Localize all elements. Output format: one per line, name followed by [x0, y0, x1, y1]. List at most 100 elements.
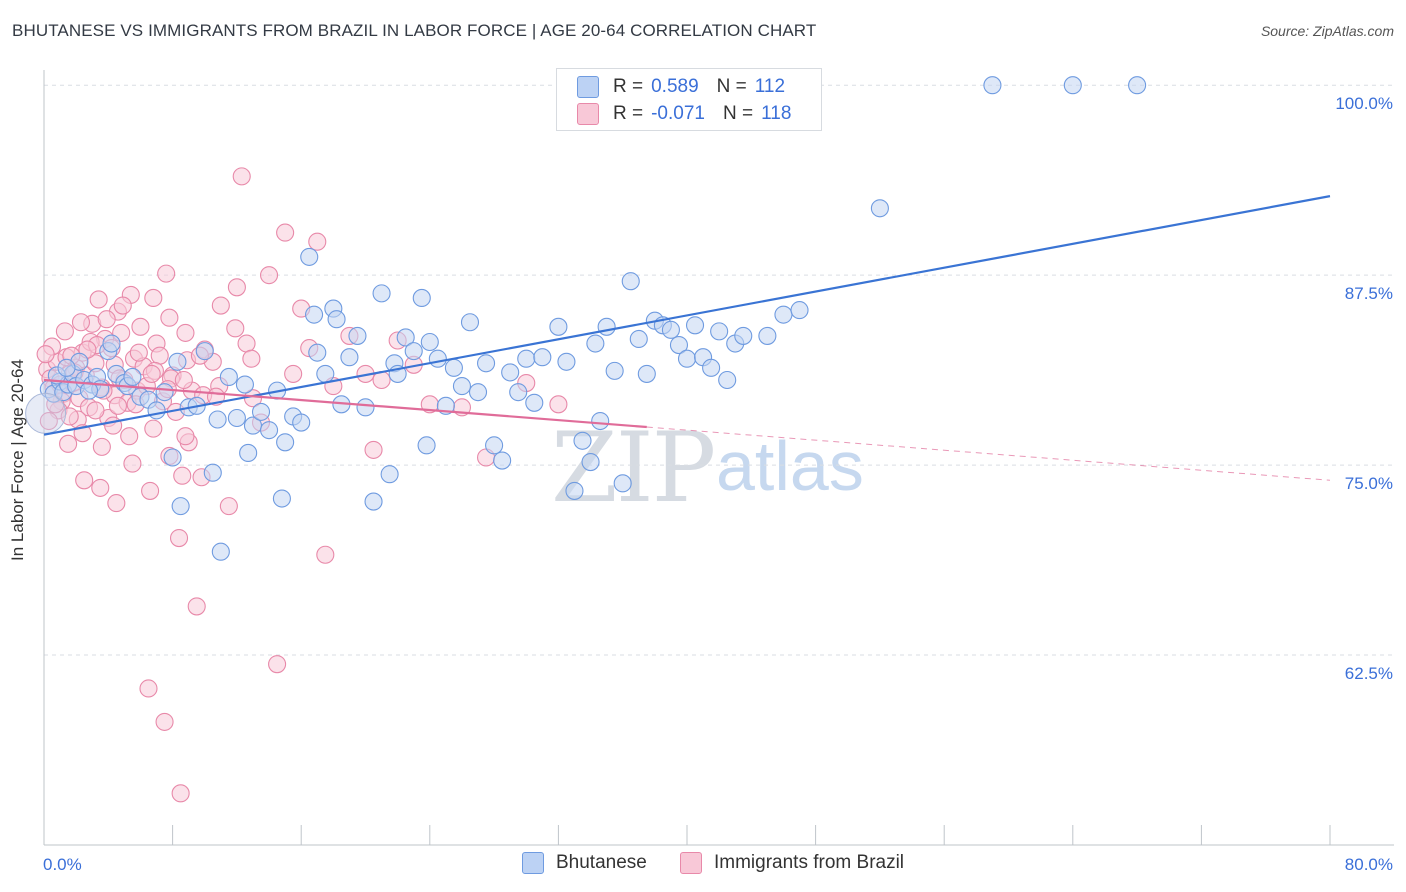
- bottom-swatch-bhutanese: [522, 852, 544, 874]
- x-tick-label: 0.0%: [43, 855, 82, 874]
- data-point: [251, 402, 271, 421]
- data-point: [428, 349, 447, 368]
- data-point: [150, 346, 169, 365]
- data-point: [232, 167, 251, 186]
- data-point: [685, 316, 705, 335]
- data-point: [239, 443, 258, 462]
- data-point: [404, 342, 423, 361]
- data-point: [565, 481, 584, 500]
- data-point: [120, 427, 139, 446]
- data-point: [211, 542, 230, 561]
- data-point: [417, 436, 436, 455]
- data-point: [173, 466, 192, 485]
- data-point: [460, 313, 480, 332]
- data-point: [420, 332, 439, 352]
- data-point: [176, 427, 195, 446]
- data-point: [160, 308, 179, 327]
- bottom-legend-brazil: Immigrants from Brazil: [680, 852, 904, 874]
- bottom-swatch-brazil: [680, 852, 702, 874]
- data-point: [710, 322, 729, 341]
- data-point: [141, 481, 160, 500]
- legend-swatch-bhutanese: [577, 76, 599, 98]
- data-point: [259, 421, 279, 440]
- data-point: [227, 278, 246, 297]
- data-point: [71, 313, 91, 332]
- data-point: [123, 367, 142, 387]
- y-axis-label: In Labor Force | Age 20-64: [8, 359, 27, 561]
- data-point: [444, 358, 463, 377]
- data-point: [661, 320, 680, 339]
- data-point: [1128, 76, 1147, 95]
- data-point: [174, 370, 193, 390]
- data-point: [517, 349, 536, 368]
- data-point: [155, 712, 174, 731]
- data-point: [452, 377, 472, 396]
- data-point: [308, 343, 327, 362]
- data-point: [305, 305, 324, 324]
- data-point: [284, 364, 303, 383]
- data-point: [75, 471, 94, 490]
- series-layer: [25, 76, 1147, 803]
- data-point: [227, 408, 246, 428]
- data-point: [677, 349, 697, 368]
- legend-n-value: 112: [754, 76, 786, 97]
- data-point: [97, 310, 116, 329]
- data-point: [268, 655, 287, 674]
- y-tick-label: 62.5%: [1345, 664, 1393, 683]
- trend-layer: [43, 195, 1331, 481]
- data-point: [92, 437, 111, 456]
- legend-n-label: N =: [722, 103, 754, 124]
- data-point: [107, 494, 126, 513]
- data-point: [396, 328, 415, 347]
- data-point: [242, 349, 261, 368]
- data-point: [55, 322, 74, 341]
- data-point: [790, 301, 809, 320]
- data-point: [113, 296, 132, 315]
- data-point: [176, 323, 195, 342]
- data-point: [144, 419, 163, 438]
- bottom-legend-bhutanese: Bhutanese: [522, 852, 647, 874]
- data-point: [276, 433, 295, 452]
- data-point: [380, 465, 399, 484]
- data-point: [272, 489, 291, 508]
- data-point: [549, 317, 568, 336]
- data-point: [57, 358, 76, 377]
- data-point: [142, 364, 161, 383]
- data-point: [276, 223, 295, 242]
- data-point: [292, 413, 311, 432]
- data-point: [637, 364, 656, 383]
- data-point: [621, 272, 640, 291]
- chart-title: BHUTANESE VS IMMIGRANTS FROM BRAZIL IN L…: [12, 21, 817, 40]
- data-point: [718, 370, 737, 390]
- data-point: [316, 364, 335, 383]
- data-point: [59, 434, 78, 453]
- data-point: [79, 381, 99, 400]
- data-point: [187, 597, 206, 616]
- data-point: [36, 345, 55, 364]
- tick-labels: 62.5% 75.0% 87.5% 100.0% 0.0% 80.0%: [43, 94, 1393, 874]
- x-tick-label: 80.0%: [1345, 855, 1393, 874]
- data-point: [327, 310, 346, 329]
- y-tick-label: 100.0%: [1335, 94, 1393, 113]
- data-point: [203, 463, 222, 482]
- data-point: [108, 396, 127, 415]
- data-point: [157, 264, 176, 283]
- watermark-zip: ZIP: [551, 412, 716, 524]
- data-point: [412, 288, 431, 307]
- data-point: [39, 411, 58, 431]
- watermark-atlas: atlas: [716, 427, 864, 505]
- data-point: [169, 528, 189, 548]
- data-point: [89, 290, 108, 309]
- data-point: [316, 545, 335, 564]
- series-brazil: [36, 167, 568, 803]
- data-point: [144, 288, 163, 307]
- data-point: [235, 375, 254, 394]
- data-point: [356, 398, 375, 417]
- data-point: [774, 305, 793, 324]
- data-point: [525, 393, 544, 412]
- bottom-legend-label-bhutanese: Bhutanese: [556, 852, 647, 873]
- data-point: [139, 679, 158, 698]
- data-point: [364, 440, 383, 459]
- data-point: [702, 358, 721, 377]
- data-point: [102, 334, 121, 353]
